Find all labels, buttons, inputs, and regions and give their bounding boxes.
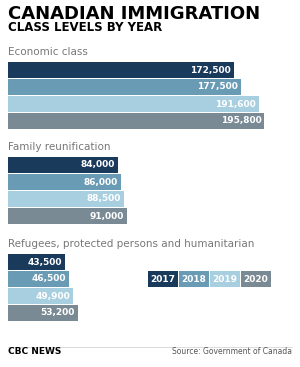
Text: Refugees, protected persons and humanitarian: Refugees, protected persons and humanita… [8,239,254,249]
Text: CLASS LEVELS BY YEAR: CLASS LEVELS BY YEAR [8,21,162,34]
Bar [8,62,234,78]
Text: 195,800: 195,800 [221,116,262,126]
Text: Economic class: Economic class [8,47,88,57]
Bar [8,157,118,173]
Bar [241,271,271,287]
Text: 2017: 2017 [151,275,175,283]
Text: 172,500: 172,500 [190,65,231,75]
Bar [8,113,265,129]
Bar [8,288,74,304]
Text: Source: Government of Canada: Source: Government of Canada [172,348,292,356]
Text: Family reunification: Family reunification [8,142,110,152]
Text: 2019: 2019 [212,275,238,283]
Text: 53,200: 53,200 [40,309,75,317]
Text: 2020: 2020 [244,275,268,283]
Text: 86,000: 86,000 [83,178,118,186]
Text: CBC NEWS: CBC NEWS [8,348,62,356]
Bar [210,271,240,287]
Text: 46,500: 46,500 [32,275,66,283]
Text: 88,500: 88,500 [87,195,121,203]
Bar [8,174,121,190]
Text: 177,500: 177,500 [197,83,238,91]
Bar [8,271,69,287]
Text: 191,600: 191,600 [215,99,256,109]
Text: 2018: 2018 [182,275,206,283]
Bar [8,208,127,224]
Text: 91,000: 91,000 [90,211,124,221]
Text: 84,000: 84,000 [81,160,115,170]
Text: 49,900: 49,900 [36,291,70,301]
Text: CANADIAN IMMIGRATION: CANADIAN IMMIGRATION [8,5,260,23]
Bar [8,254,65,270]
Bar [179,271,209,287]
Bar [8,96,259,112]
Bar [8,191,124,207]
Bar [8,305,78,321]
Bar [8,79,241,95]
Text: 43,500: 43,500 [28,258,62,266]
Bar [148,271,178,287]
